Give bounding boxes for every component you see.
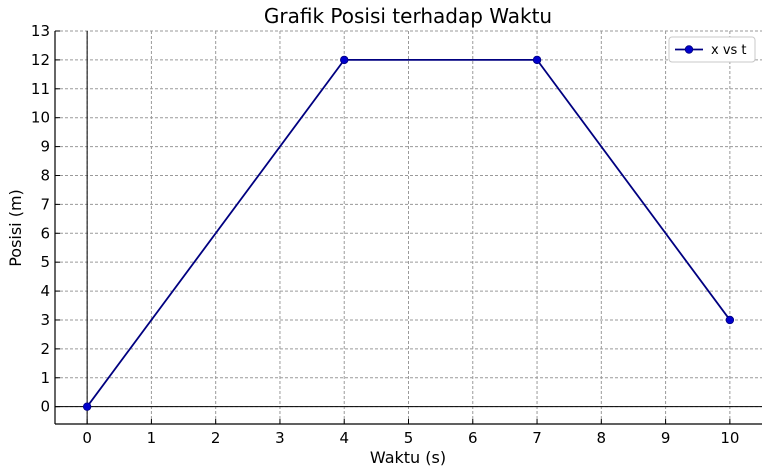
data-point [82,402,92,411]
legend: x vs t [668,36,756,63]
x-tick-label: 0 [82,429,92,447]
y-tick-label: 11 [31,80,50,98]
x-tick-label: 3 [275,429,285,447]
x-tick-label: 10 [720,429,739,447]
series-line [86,58,731,408]
y-tick-label: 3 [40,311,50,329]
legend-label: x vs t [711,43,747,58]
y-tick-label: 9 [40,138,50,156]
x-tick-label: 4 [339,429,349,447]
y-tick-label: 6 [40,224,50,242]
y-tick-label: 2 [40,340,50,358]
y-tick-label: 1 [40,369,50,387]
x-tick-label: 1 [147,429,157,447]
series-layer [82,55,735,411]
x-axis-title: Waktu (s) [370,448,446,467]
y-tick-label: 4 [40,282,50,300]
y-tick-label: 7 [40,195,50,213]
x-tick-label: 7 [532,429,542,447]
x-tick-label: 9 [661,429,671,447]
grid [55,30,762,424]
legend-box [668,36,756,63]
y-tick-label: 12 [31,51,50,69]
y-tick-label: 5 [40,253,50,271]
y-tick-label: 10 [31,109,50,127]
data-point [340,55,349,65]
x-tick-label: 6 [468,429,478,447]
data-point [532,55,542,65]
y-tick-label: 8 [40,166,50,184]
y-tick-label: 0 [40,398,50,416]
y-axis-title: Posisi (m) [6,189,25,267]
x-tick-label: 2 [211,429,221,447]
x-tick-label: 5 [404,429,414,447]
x-tick-label: 8 [597,429,607,447]
y-tick-label: 13 [31,22,50,40]
data-point [725,315,735,325]
legend-marker-swatch [684,45,694,54]
chart-title: Grafik Posisi terhadap Waktu [264,4,552,28]
